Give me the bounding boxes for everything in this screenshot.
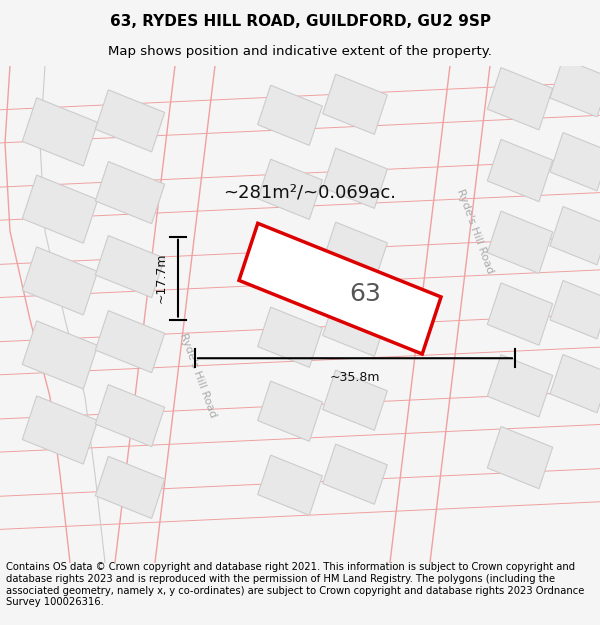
Polygon shape [323,74,388,134]
Polygon shape [257,159,322,219]
Polygon shape [550,281,600,339]
Polygon shape [257,85,322,146]
Polygon shape [550,354,600,412]
Polygon shape [22,396,98,464]
Polygon shape [257,233,322,293]
Polygon shape [487,68,553,130]
Polygon shape [323,370,388,430]
Text: 63: 63 [349,282,381,306]
Polygon shape [22,321,98,389]
Polygon shape [95,384,164,447]
Polygon shape [95,236,164,298]
Text: Map shows position and indicative extent of the property.: Map shows position and indicative extent… [108,44,492,58]
Polygon shape [22,175,98,243]
Polygon shape [323,296,388,356]
Polygon shape [95,161,164,224]
Polygon shape [550,206,600,265]
Polygon shape [22,247,98,315]
Polygon shape [95,90,164,152]
Polygon shape [323,222,388,282]
Polygon shape [95,311,164,372]
Polygon shape [257,381,322,441]
Text: ~35.8m: ~35.8m [330,371,380,384]
Polygon shape [22,98,98,166]
Text: Ryde's Hill Road: Ryde's Hill Road [178,331,218,419]
Polygon shape [487,139,553,202]
Polygon shape [487,211,553,273]
Polygon shape [323,148,388,208]
Text: ~281m²/~0.069ac.: ~281m²/~0.069ac. [223,184,397,202]
Text: Contains OS data © Crown copyright and database right 2021. This information is : Contains OS data © Crown copyright and d… [6,562,584,608]
Text: ~17.7m: ~17.7m [155,253,168,303]
Polygon shape [550,132,600,191]
Polygon shape [487,355,553,417]
Polygon shape [487,283,553,345]
Polygon shape [323,444,388,504]
Polygon shape [95,456,164,519]
Polygon shape [239,223,441,354]
Text: Ryde's Hill Road: Ryde's Hill Road [455,188,495,275]
Polygon shape [257,455,322,515]
Polygon shape [550,59,600,117]
Polygon shape [487,426,553,489]
Polygon shape [257,307,322,368]
Text: 63, RYDES HILL ROAD, GUILDFORD, GU2 9SP: 63, RYDES HILL ROAD, GUILDFORD, GU2 9SP [110,14,491,29]
